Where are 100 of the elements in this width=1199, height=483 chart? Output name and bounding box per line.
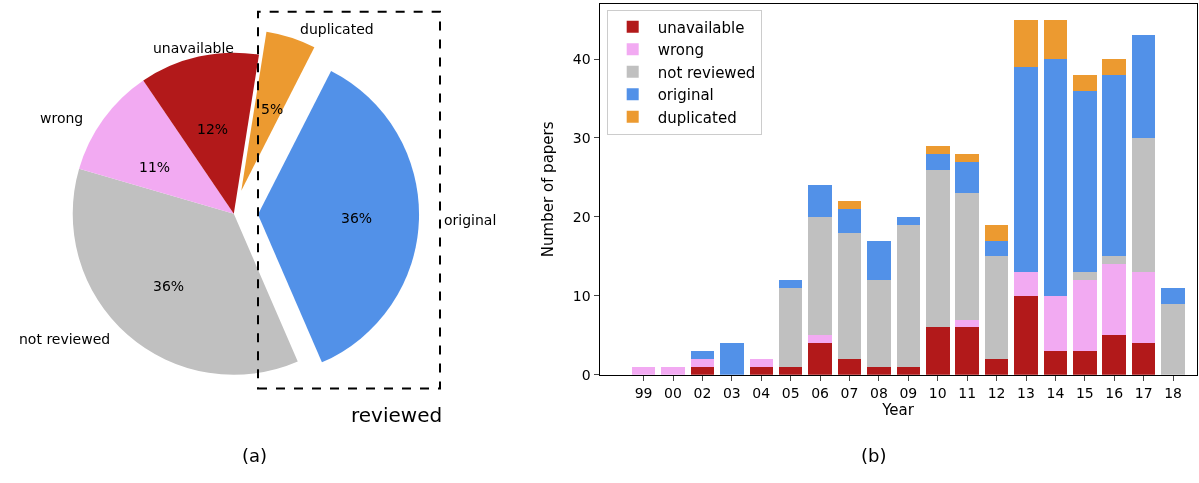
x-tick-label: 02 <box>693 384 712 401</box>
x-tick-label: 08 <box>870 384 888 401</box>
bar <box>1043 19 1068 60</box>
slice-label: duplicated <box>300 21 374 37</box>
bar <box>1102 335 1127 375</box>
text: reviewed <box>351 403 443 427</box>
bar <box>925 153 950 170</box>
bar <box>955 193 979 320</box>
x-tick-label: 15 <box>1075 384 1094 401</box>
bar <box>1131 343 1156 375</box>
bar <box>1043 351 1068 375</box>
bar <box>1161 287 1185 304</box>
bar <box>837 201 862 210</box>
bar <box>984 240 1009 257</box>
slice-label: not reviewed <box>19 331 111 347</box>
y-tick-label: 0 <box>581 366 591 383</box>
bar <box>955 153 979 162</box>
bar <box>1043 59 1068 296</box>
slice-label: unavailable <box>153 40 234 56</box>
x-tick-label: 12 <box>987 384 1006 401</box>
bar <box>1131 35 1156 138</box>
bar <box>1161 303 1185 375</box>
bar <box>808 343 832 375</box>
x-tick-label: 18 <box>1164 384 1182 401</box>
x-tick-label: 16 <box>1105 384 1124 401</box>
x-tick-label: 04 <box>752 384 771 401</box>
bar <box>1131 137 1156 273</box>
bar <box>984 358 1009 375</box>
bar <box>1073 74 1097 91</box>
data-label: 11% <box>139 159 171 175</box>
bar <box>1073 90 1097 273</box>
x-tick-label: 10 <box>928 384 947 401</box>
legend-label: wrong <box>657 41 705 60</box>
bar <box>1014 295 1038 375</box>
bar <box>1073 351 1097 375</box>
bar <box>1014 66 1038 273</box>
legend-label: original <box>657 86 714 105</box>
x-tick-label: 99 <box>634 384 653 401</box>
x-tick-label: 06 <box>811 384 830 401</box>
bar <box>837 232 862 359</box>
bar <box>925 327 950 375</box>
bar <box>896 216 921 225</box>
y-axis-title: Number of papers <box>539 121 558 258</box>
bar <box>867 366 891 375</box>
bar <box>984 224 1009 241</box>
x-tick-label: 13 <box>1017 384 1035 401</box>
bar <box>1014 272 1038 296</box>
bar <box>955 161 979 194</box>
bar <box>867 280 891 367</box>
x-tick-label: 11 <box>958 384 977 401</box>
bar <box>867 240 891 281</box>
bar <box>720 343 744 375</box>
slice-label: wrong <box>40 110 84 126</box>
x-tick-label: 17 <box>1134 384 1153 401</box>
bar <box>925 145 950 154</box>
bar <box>1073 272 1097 281</box>
y-tick-label: 20 <box>572 208 591 225</box>
bar <box>1043 295 1068 352</box>
bar <box>837 358 862 375</box>
data-label: 36% <box>153 278 185 294</box>
bar <box>1102 59 1127 75</box>
bar <box>808 185 832 217</box>
bar <box>778 280 803 288</box>
x-axis-title: Year <box>881 400 915 419</box>
legend-label: not reviewed <box>657 63 756 82</box>
x-tick-label: 00 <box>664 384 682 401</box>
bar <box>1102 256 1127 265</box>
bar <box>1073 280 1097 352</box>
legend-label: duplicated <box>657 108 737 127</box>
bar <box>778 287 803 367</box>
y-tick-label: 10 <box>572 287 591 304</box>
bar <box>925 169 950 328</box>
bar <box>1102 264 1127 336</box>
x-tick-label: 07 <box>840 384 859 401</box>
legend-label: unavailable <box>657 18 745 37</box>
y-tick-label: 40 <box>572 50 591 67</box>
x-tick-label: 03 <box>722 384 741 401</box>
bar <box>1102 74 1127 257</box>
bar <box>1131 272 1156 344</box>
x-tick-label: 14 <box>1046 384 1065 401</box>
bar <box>661 366 685 375</box>
x-tick-label: 09 <box>899 384 918 401</box>
bar <box>896 224 921 367</box>
bar <box>749 358 774 367</box>
bar <box>690 351 715 359</box>
text: (b) <box>861 445 887 466</box>
bar <box>808 335 832 344</box>
data-label: 5% <box>261 101 284 117</box>
bar <box>837 209 862 233</box>
data-label: 36% <box>341 210 373 226</box>
data-label: 12% <box>197 121 229 137</box>
x-tick-label: 05 <box>781 384 800 401</box>
bar <box>690 358 715 367</box>
y-tick-label: 30 <box>572 129 591 146</box>
bar <box>808 216 832 336</box>
bar <box>955 319 979 328</box>
text: (a) <box>242 445 268 466</box>
slice-label: original <box>444 212 497 228</box>
bar <box>984 256 1009 359</box>
bar <box>1014 19 1038 67</box>
